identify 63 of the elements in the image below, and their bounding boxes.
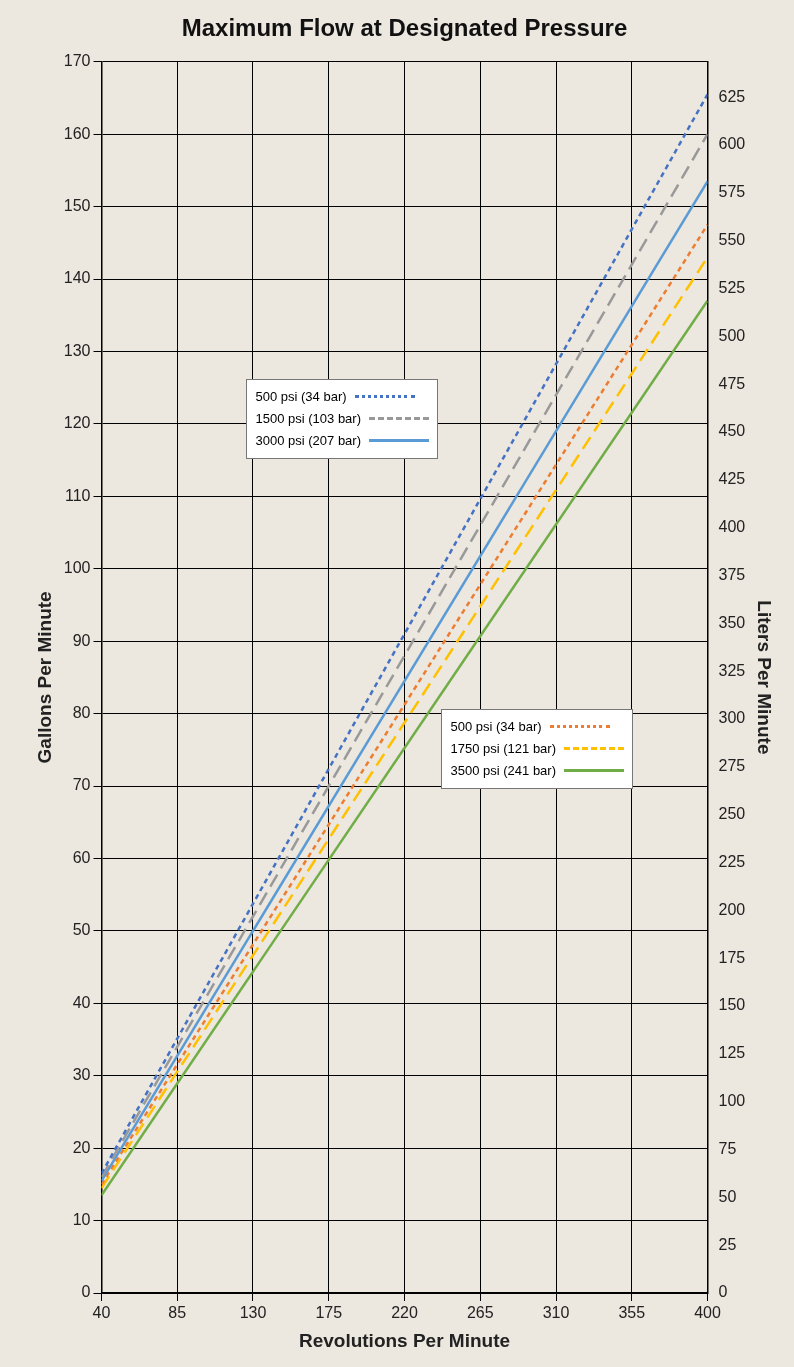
y2-tick-label: 425 [718, 470, 746, 488]
y2-tick-label: 475 [718, 374, 746, 392]
x-tick-label: 310 [542, 1304, 570, 1322]
y-tick-label: 60 [72, 848, 91, 866]
y2-tick-label: 400 [718, 518, 746, 536]
y-tick-label: 80 [72, 704, 91, 722]
x-tick-label: 40 [92, 1304, 111, 1322]
y2-tick-label: 500 [718, 326, 746, 344]
y-tick-label: 40 [72, 993, 91, 1011]
y-tick-label: 140 [63, 269, 91, 287]
y2-tick-label: 200 [718, 900, 746, 918]
x-tick-label: 85 [168, 1304, 187, 1322]
y-tick-label: 130 [63, 341, 91, 359]
y-tick-label: 170 [63, 52, 91, 70]
x-tick-label: 355 [618, 1304, 646, 1322]
y2-tick-label: 525 [718, 278, 746, 296]
y2-tick-label: 375 [718, 565, 746, 583]
y2-tick-label: 250 [718, 805, 746, 823]
y2-tick-label: 125 [718, 1044, 746, 1062]
y2-tick-label: 350 [718, 613, 746, 631]
y2-tick-label: 50 [718, 1187, 737, 1205]
y2-tick-label: 600 [718, 135, 746, 153]
y2-tick-label: 275 [718, 757, 746, 775]
legend-label: 3000 psi (207 bar) [255, 433, 361, 449]
y-tick-label: 100 [63, 559, 91, 577]
legend-label: 500 psi (34 bar) [450, 719, 542, 735]
y2-axis-title: Liters Per Minute [754, 600, 776, 755]
chart-title: Maximum Flow at Designated Pressure [181, 14, 628, 42]
y2-tick-label: 150 [718, 996, 746, 1014]
y-axis-title: Gallons Per Minute [33, 591, 55, 764]
legend-label: 1750 psi (121 bar) [450, 741, 556, 757]
x-tick-label: 400 [694, 1304, 721, 1322]
y-tick-label: 120 [63, 414, 91, 432]
y2-tick-label: 75 [718, 1139, 737, 1157]
y2-tick-label: 450 [718, 422, 746, 440]
y-tick-label: 70 [72, 776, 91, 794]
y2-tick-label: 225 [718, 852, 746, 870]
x-tick-label: 130 [239, 1304, 267, 1322]
x-tick-label: 220 [391, 1304, 418, 1322]
y-tick-label: 110 [64, 486, 91, 504]
y-tick-label: 20 [72, 1138, 91, 1156]
x-axis-title: Revolutions Per Minute [298, 1329, 511, 1351]
legend-label: 500 psi (34 bar) [255, 389, 347, 405]
y-tick-label: 150 [63, 197, 91, 215]
x-tick-label: 265 [466, 1304, 494, 1322]
y-tick-label: 0 [81, 1283, 91, 1301]
y-tick-label: 160 [63, 124, 91, 142]
y2-tick-label: 300 [718, 709, 746, 727]
y2-tick-label: 575 [718, 183, 746, 201]
y-tick-label: 10 [72, 1210, 91, 1228]
y2-tick-label: 100 [718, 1092, 746, 1110]
y2-tick-label: 25 [718, 1235, 737, 1253]
y2-tick-label: 625 [718, 87, 746, 105]
y2-tick-label: 175 [718, 948, 746, 966]
y-tick-label: 50 [72, 921, 91, 939]
legend-label: 1500 psi (103 bar) [255, 411, 361, 427]
legend-label: 3500 psi (241 bar) [450, 763, 556, 779]
y2-tick-label: 550 [718, 231, 746, 249]
x-tick-label: 175 [315, 1304, 343, 1322]
y2-tick-label: 325 [718, 661, 746, 679]
y2-tick-label: 0 [718, 1283, 728, 1301]
y-tick-label: 90 [72, 631, 91, 649]
y-tick-label: 30 [72, 1066, 91, 1084]
